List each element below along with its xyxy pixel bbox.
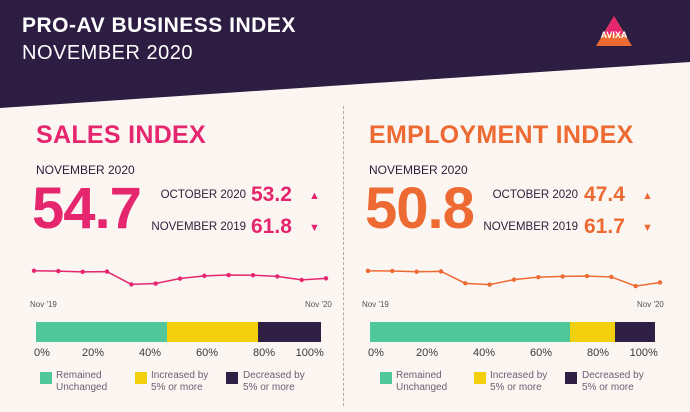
sales-scale-label-1: 20% <box>81 347 105 359</box>
employment-bar-segment-0 <box>370 322 570 342</box>
employment-point-1 <box>390 268 395 274</box>
employment-current-label: NOVEMBER 2020 <box>369 163 468 177</box>
sales-prev-month-up-icon: ▲ <box>309 190 320 202</box>
employment-point-6 <box>511 277 517 282</box>
employment-point-5 <box>487 282 492 287</box>
sales-prev-month-label: OCTOBER 2020 <box>160 189 246 201</box>
sales-point-5 <box>153 281 158 286</box>
sales-legend-decreased-label: Decreased by 5% or more <box>243 370 305 393</box>
avixa-logo: AVIXA <box>596 16 632 46</box>
sales-bar-segment-2 <box>258 322 321 342</box>
sales-stacked-bar <box>36 322 321 342</box>
sales-point-6 <box>177 276 183 281</box>
sales-percent-scale: 0% 20% 40% 60% 80% 100% <box>34 347 324 361</box>
employment-legend-decreased-label: Decreased by 5% or more <box>582 370 644 393</box>
employment-prev-year-label: NOVEMBER 2019 <box>483 221 578 233</box>
sales-point-12 <box>323 276 329 281</box>
sales-axis-start: Nov '19 <box>30 300 57 309</box>
employment-legend-remained-label: Remained Unchanged <box>396 370 448 393</box>
sales-prev-year-label: NOVEMBER 2019 <box>151 221 246 233</box>
employment-point-7 <box>536 274 541 280</box>
employment-axis-end: Nov '20 <box>637 300 664 309</box>
sales-point-9 <box>250 273 256 278</box>
sales-legend-remained-label: Remained Unchanged <box>56 370 108 393</box>
employment-legend-decreased-swatch <box>565 372 577 384</box>
sales-bar-segment-1 <box>167 322 259 342</box>
sales-point-8 <box>226 272 231 278</box>
sales-point-0 <box>31 268 37 273</box>
sales-point-10 <box>275 274 280 279</box>
employment-scale-label-3: 60% <box>529 347 553 359</box>
employment-point-2 <box>414 269 419 274</box>
sales-legend-decreased-swatch <box>226 372 238 384</box>
employment-line-series <box>365 268 663 289</box>
employment-bar-segment-2 <box>615 322 655 342</box>
sales-current-value: 54.7 <box>32 176 142 241</box>
sales-prev-year-down-icon: ▼ <box>309 222 320 234</box>
employment-point-0 <box>365 268 371 274</box>
employment-scale-label-1: 20% <box>415 347 439 359</box>
header-banner <box>0 0 690 108</box>
sales-prev-year-value: 61.8 <box>251 215 292 238</box>
sales-legend-increased-label: Increased by 5% or more <box>151 370 209 393</box>
employment-scale-label-5: 100% <box>629 347 658 359</box>
sales-scale-label-0: 0% <box>34 347 50 359</box>
employment-axis-start: Nov '19 <box>362 300 389 309</box>
sales-current-label: NOVEMBER 2020 <box>36 163 135 177</box>
employment-bar-segment-1 <box>569 322 616 342</box>
employment-line-chart <box>365 268 663 289</box>
employment-point-9 <box>584 273 590 279</box>
sales-legend-remained-swatch <box>40 372 52 384</box>
sales-point-3 <box>104 269 110 274</box>
employment-prev-month-label: OCTOBER 2020 <box>492 189 578 201</box>
employment-scale-label-0: 0% <box>368 347 384 359</box>
sales-prev-month-value: 53.2 <box>251 183 292 206</box>
employment-scale-label-4: 80% <box>586 347 610 359</box>
sales-line-chart <box>31 268 329 287</box>
sales-index-title: SALES INDEX <box>36 121 206 149</box>
page-subtitle: NOVEMBER 2020 <box>22 42 194 64</box>
employment-point-10 <box>609 274 614 280</box>
panel-divider <box>343 106 344 406</box>
sales-point-7 <box>202 273 207 279</box>
employment-point-3 <box>438 269 444 274</box>
employment-prev-month-value: 47.4 <box>584 183 625 206</box>
sales-line-series <box>31 268 329 287</box>
sales-bar-segment-0 <box>36 322 168 342</box>
page-title: PRO-AV BUSINESS INDEX <box>22 14 296 37</box>
employment-percent-scale: 0% 20% 40% 60% 80% 100% <box>368 347 658 361</box>
employment-legend-increased-swatch <box>474 372 486 384</box>
sales-scale-label-4: 80% <box>252 347 276 359</box>
employment-point-4 <box>463 281 468 286</box>
employment-prev-year-value: 61.7 <box>584 215 625 238</box>
sales-scale-label-2: 40% <box>138 347 162 359</box>
employment-legend-remained-swatch <box>380 372 392 384</box>
sales-scale-label-5: 100% <box>295 347 324 359</box>
employment-prev-month-up-icon: ▲ <box>642 190 653 202</box>
employment-legend-increased-label: Increased by 5% or more <box>490 370 548 393</box>
employment-prev-year-down-icon: ▼ <box>642 222 653 234</box>
sales-scale-label-3: 60% <box>195 347 219 359</box>
sales-axis-end: Nov '20 <box>305 300 332 309</box>
employment-current-value: 50.8 <box>365 176 475 241</box>
employment-stacked-bar <box>370 322 655 342</box>
avixa-logo-text: AVIXA <box>601 30 628 40</box>
employment-point-11 <box>633 283 638 289</box>
sales-point-4 <box>129 282 134 287</box>
employment-point-12 <box>657 280 663 285</box>
employment-scale-label-2: 40% <box>472 347 496 359</box>
employment-index-title: EMPLOYMENT INDEX <box>369 121 634 149</box>
employment-point-8 <box>560 274 565 279</box>
sales-legend-increased-swatch <box>135 372 147 384</box>
sales-point-11 <box>299 277 304 283</box>
sales-point-2 <box>80 269 85 275</box>
sales-point-1 <box>56 268 61 274</box>
